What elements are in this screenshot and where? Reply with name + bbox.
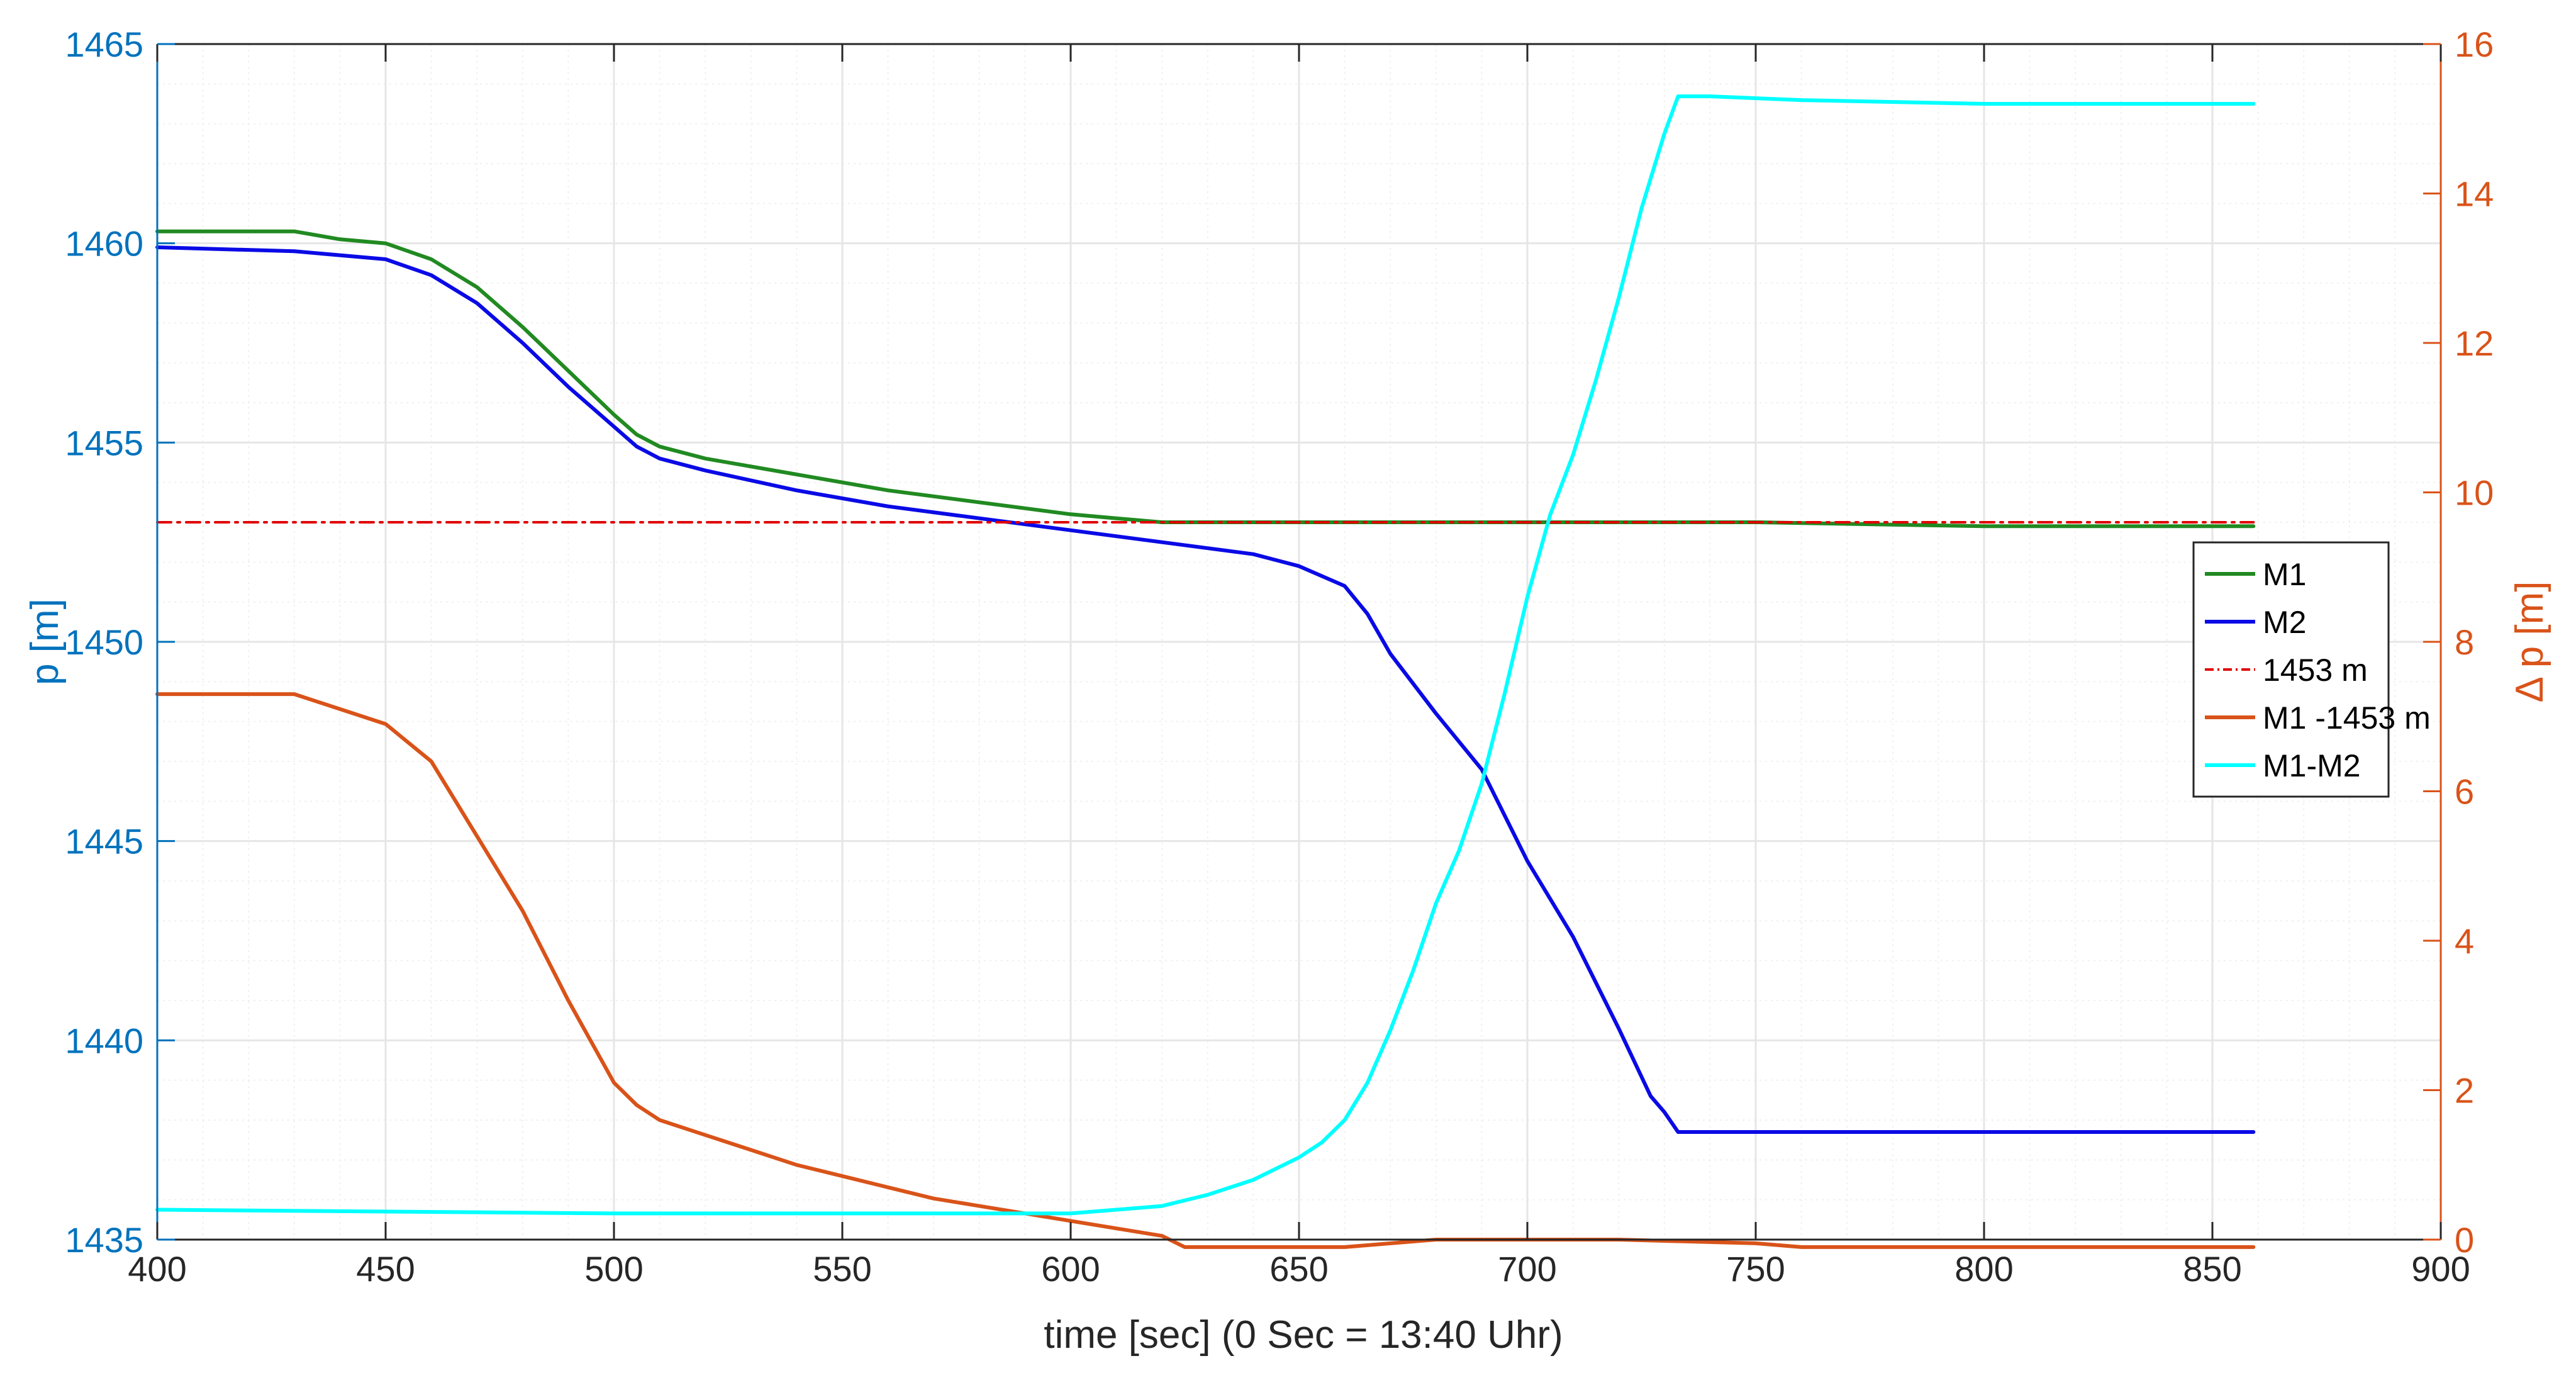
series-line-m2 xyxy=(155,245,2256,1134)
y-left-tick-label: 1465 xyxy=(65,25,143,64)
y-right-tick-label: 14 xyxy=(2455,174,2494,214)
x-tick-label: 550 xyxy=(813,1249,871,1289)
x-tick-label: 500 xyxy=(584,1249,643,1289)
y-axis-right-label: Δ p [m] xyxy=(2508,581,2551,702)
legend-label: M2 xyxy=(2263,605,2306,640)
y-left-tick-label: 1450 xyxy=(65,622,143,662)
y-right-tick-label: 6 xyxy=(2455,772,2474,812)
legend: M1 M2 1453 m M1 -1453 m M1-M2 xyxy=(2192,541,2431,798)
tick-labels: 400 450 500 550 600 650 700 750 800 850 9001435144… xyxy=(65,25,2494,1289)
series-line-m1-m2 xyxy=(155,94,2256,1216)
y-right-tick-label: 8 xyxy=(2455,622,2474,662)
x-tick-label: 450 xyxy=(356,1249,415,1289)
legend-label: M1 -1453 m xyxy=(2263,700,2431,736)
legend-label: 1453 m xyxy=(2263,653,2368,688)
x-tick-label: 400 xyxy=(128,1249,186,1289)
x-tick-label: 900 xyxy=(2411,1249,2470,1289)
y-right-tick-label: 10 xyxy=(2455,473,2494,513)
y-left-tick-label: 1435 xyxy=(65,1220,143,1260)
y-right-tick-label: 16 xyxy=(2455,25,2494,64)
series-line-m1-1453-m xyxy=(155,692,2256,1249)
y-right-tick-label: 0 xyxy=(2455,1220,2474,1260)
grid-lines xyxy=(156,43,2442,1241)
legend-label: M1-M2 xyxy=(2263,748,2361,783)
x-tick-label: 800 xyxy=(1954,1249,2013,1289)
y-right-tick-label: 12 xyxy=(2455,323,2494,363)
y-right-tick-label: 4 xyxy=(2455,921,2474,961)
y-right-tick-label: 2 xyxy=(2455,1071,2474,1111)
x-axis-label: time [sec] (0 Sec = 13:40 Uhr) xyxy=(1044,1313,1563,1357)
legend-label: M1 xyxy=(2263,557,2306,592)
y-left-tick-label: 1445 xyxy=(65,822,143,861)
x-tick-label: 700 xyxy=(1498,1249,1556,1289)
x-tick-label: 650 xyxy=(1269,1249,1328,1289)
x-tick-label: 850 xyxy=(2183,1249,2241,1289)
y-axis-left-label: p [m] xyxy=(23,598,67,685)
axes xyxy=(156,43,2442,1241)
y-left-tick-label: 1460 xyxy=(65,224,143,264)
x-tick-label: 750 xyxy=(1726,1249,1785,1289)
series-lines xyxy=(155,94,2256,1249)
y-left-tick-label: 1455 xyxy=(65,423,143,462)
y-left-tick-label: 1440 xyxy=(65,1021,143,1060)
x-tick-label: 600 xyxy=(1041,1249,1100,1289)
